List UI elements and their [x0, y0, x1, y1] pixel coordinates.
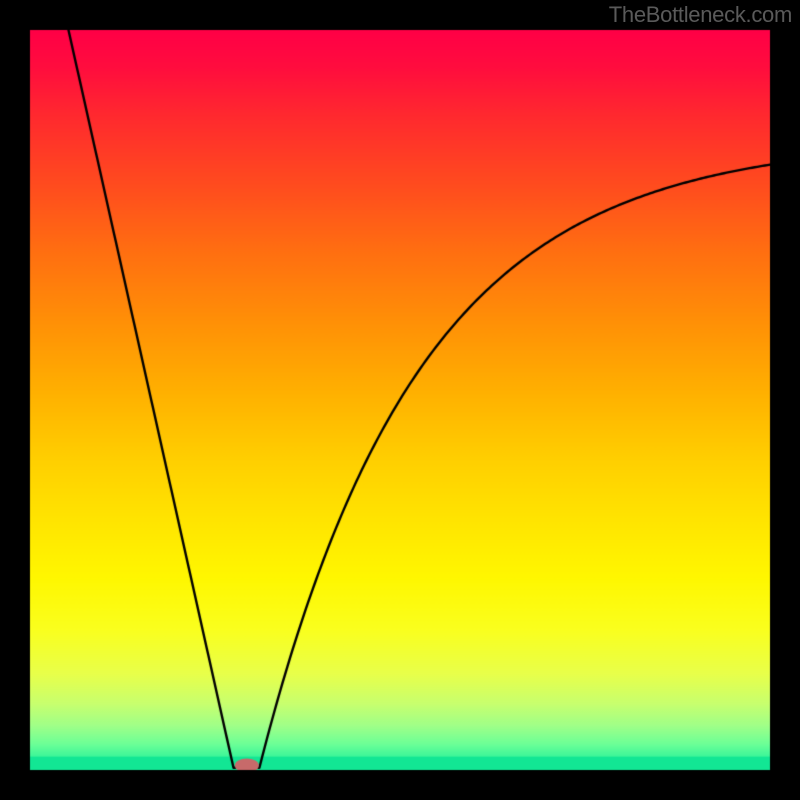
chart-container: TheBottleneck.com [0, 0, 800, 800]
bottleneck-chart-canvas [0, 0, 800, 800]
